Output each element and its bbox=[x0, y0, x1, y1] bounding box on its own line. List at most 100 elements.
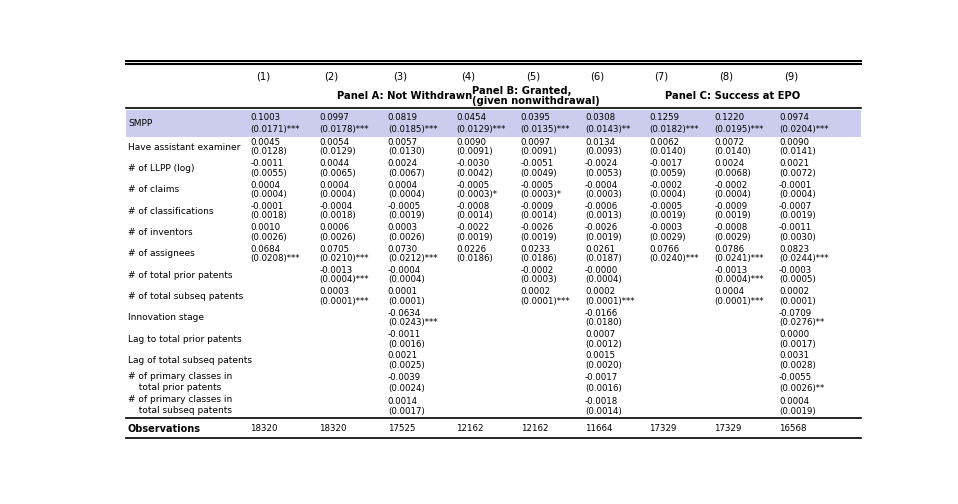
Text: (0.0195)***: (0.0195)*** bbox=[714, 124, 764, 134]
Text: 0.0057: 0.0057 bbox=[388, 138, 418, 147]
Text: (0.0005): (0.0005) bbox=[779, 276, 816, 284]
Text: (0.0014): (0.0014) bbox=[456, 212, 493, 220]
Text: # of claims: # of claims bbox=[128, 185, 179, 195]
Text: -0.0002: -0.0002 bbox=[714, 181, 747, 190]
Text: # of total prior patents: # of total prior patents bbox=[128, 271, 233, 280]
Text: 16568: 16568 bbox=[779, 424, 807, 433]
Text: -0.0002: -0.0002 bbox=[650, 181, 682, 190]
Text: (0.0208)***: (0.0208)*** bbox=[250, 254, 300, 263]
Text: (0.0029): (0.0029) bbox=[714, 233, 751, 242]
Text: Lag to total prior patents: Lag to total prior patents bbox=[128, 335, 241, 344]
Text: -0.0002: -0.0002 bbox=[521, 266, 554, 275]
Text: (0.0019): (0.0019) bbox=[779, 212, 815, 220]
Text: (0.0001): (0.0001) bbox=[388, 297, 424, 306]
Text: 0.1003: 0.1003 bbox=[250, 113, 281, 122]
Text: (0.0244)***: (0.0244)*** bbox=[779, 254, 829, 263]
Text: (0.0178)***: (0.0178)*** bbox=[319, 124, 369, 134]
Text: -0.0004: -0.0004 bbox=[585, 181, 618, 190]
Text: (0.0059): (0.0059) bbox=[650, 169, 686, 178]
Text: (0.0003): (0.0003) bbox=[521, 276, 558, 284]
Text: (6): (6) bbox=[590, 71, 604, 81]
Text: 0.0021: 0.0021 bbox=[779, 159, 810, 168]
Text: -0.0004: -0.0004 bbox=[319, 202, 353, 211]
Text: # of primary classes in: # of primary classes in bbox=[128, 372, 232, 381]
Text: 0.0006: 0.0006 bbox=[319, 223, 350, 232]
Text: 0.0090: 0.0090 bbox=[456, 138, 487, 147]
Text: (0.0004): (0.0004) bbox=[779, 190, 816, 199]
Text: (0.0143)**: (0.0143)** bbox=[585, 124, 630, 134]
Text: 0.0684: 0.0684 bbox=[250, 245, 281, 254]
Text: (0.0025): (0.0025) bbox=[388, 361, 424, 370]
Text: 0.0004: 0.0004 bbox=[319, 181, 350, 190]
Text: Panel C: Success at EPO: Panel C: Success at EPO bbox=[665, 91, 800, 101]
Text: (0.0026): (0.0026) bbox=[250, 233, 287, 242]
Text: -0.0003: -0.0003 bbox=[779, 266, 812, 275]
Text: -0.0005: -0.0005 bbox=[650, 202, 682, 211]
Text: (0.0017): (0.0017) bbox=[779, 340, 816, 348]
Text: -0.0051: -0.0051 bbox=[521, 159, 554, 168]
Text: (0.0019): (0.0019) bbox=[714, 212, 751, 220]
Text: -0.0039: -0.0039 bbox=[388, 373, 421, 383]
Text: (0.0019): (0.0019) bbox=[779, 407, 815, 416]
Text: (0.0018): (0.0018) bbox=[319, 212, 355, 220]
Text: (0.0004): (0.0004) bbox=[714, 190, 751, 199]
Text: (0.0068): (0.0068) bbox=[714, 169, 751, 178]
Text: -0.0005: -0.0005 bbox=[521, 181, 554, 190]
Text: (0.0130): (0.0130) bbox=[388, 147, 424, 156]
Text: (0.0014): (0.0014) bbox=[585, 407, 622, 416]
Text: (1): (1) bbox=[256, 71, 270, 81]
Text: Innovation stage: Innovation stage bbox=[128, 313, 204, 323]
Text: (0.0091): (0.0091) bbox=[521, 147, 558, 156]
Text: 18320: 18320 bbox=[319, 424, 347, 433]
Text: -0.0006: -0.0006 bbox=[585, 202, 618, 211]
Text: # of primary classes in: # of primary classes in bbox=[128, 395, 232, 404]
Text: (0.0026): (0.0026) bbox=[388, 233, 424, 242]
Text: 0.0014: 0.0014 bbox=[388, 397, 418, 406]
Text: 0.0226: 0.0226 bbox=[456, 245, 487, 254]
Text: (0.0129)***: (0.0129)*** bbox=[456, 124, 506, 134]
Text: (0.0020): (0.0020) bbox=[585, 361, 622, 370]
Text: (0.0004): (0.0004) bbox=[585, 276, 622, 284]
Text: 0.0062: 0.0062 bbox=[650, 138, 679, 147]
Text: (0.0014): (0.0014) bbox=[521, 212, 558, 220]
Text: (0.0141): (0.0141) bbox=[779, 147, 816, 156]
Text: (0.0204)***: (0.0204)*** bbox=[779, 124, 829, 134]
Text: (0.0016): (0.0016) bbox=[585, 384, 622, 393]
Text: # of LLPP (log): # of LLPP (log) bbox=[128, 164, 194, 173]
Text: (0.0017): (0.0017) bbox=[388, 407, 424, 416]
Text: (0.0019): (0.0019) bbox=[521, 233, 558, 242]
Text: 0.0010: 0.0010 bbox=[250, 223, 281, 232]
Text: (5): (5) bbox=[526, 71, 540, 81]
Text: 0.0819: 0.0819 bbox=[388, 113, 418, 122]
Text: -0.0013: -0.0013 bbox=[319, 266, 353, 275]
Text: (0.0185)***: (0.0185)*** bbox=[388, 124, 437, 134]
Text: (0.0182)***: (0.0182)*** bbox=[650, 124, 698, 134]
Text: (0.0129): (0.0129) bbox=[319, 147, 355, 156]
Text: 12162: 12162 bbox=[521, 424, 548, 433]
Text: (0.0187): (0.0187) bbox=[585, 254, 622, 263]
Text: (7): (7) bbox=[654, 71, 669, 81]
Text: (0.0128): (0.0128) bbox=[250, 147, 287, 156]
Text: (0.0243)***: (0.0243)*** bbox=[388, 318, 437, 327]
Text: (0.0001)***: (0.0001)*** bbox=[585, 297, 634, 306]
Text: 17329: 17329 bbox=[714, 424, 741, 433]
Text: 0.0004: 0.0004 bbox=[388, 181, 418, 190]
Text: 0.0002: 0.0002 bbox=[779, 287, 810, 296]
Text: -0.0005: -0.0005 bbox=[388, 202, 421, 211]
Text: (0.0004): (0.0004) bbox=[250, 190, 287, 199]
Text: Observations: Observations bbox=[128, 424, 201, 434]
Text: Lag of total subseq patents: Lag of total subseq patents bbox=[128, 356, 252, 365]
Text: # of total subseq patents: # of total subseq patents bbox=[128, 292, 243, 301]
Text: total subseq patents: total subseq patents bbox=[133, 406, 232, 415]
Text: 0.0001: 0.0001 bbox=[388, 287, 418, 296]
Text: (0.0012): (0.0012) bbox=[585, 340, 622, 348]
Text: (0.0029): (0.0029) bbox=[650, 233, 686, 242]
Text: (0.0093): (0.0093) bbox=[585, 147, 622, 156]
Text: # of classifications: # of classifications bbox=[128, 207, 214, 216]
Text: (0.0003): (0.0003) bbox=[585, 190, 622, 199]
Text: (0.0091): (0.0091) bbox=[456, 147, 493, 156]
Text: (0.0026): (0.0026) bbox=[319, 233, 355, 242]
Text: (0.0241)***: (0.0241)*** bbox=[714, 254, 764, 263]
Text: (0.0210)***: (0.0210)*** bbox=[319, 254, 369, 263]
Text: -0.0030: -0.0030 bbox=[456, 159, 490, 168]
